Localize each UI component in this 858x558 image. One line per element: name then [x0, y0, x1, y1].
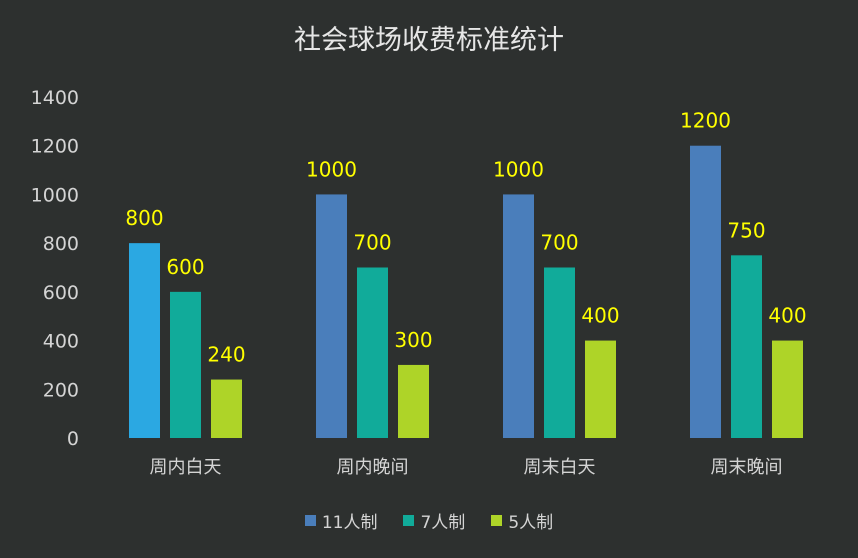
data-label: 700 [353, 231, 391, 255]
data-label: 750 [727, 218, 765, 242]
x-tick-label: 周内白天 [150, 457, 222, 478]
y-tick-label: 1400 [31, 87, 79, 109]
legend: 11人制 7人制 5人制 [0, 508, 858, 533]
legend-label-7-player: 7人制 [420, 513, 466, 533]
legend-swatch-11-player [304, 515, 316, 526]
data-label: 240 [207, 343, 245, 367]
y-tick-label: 0 [67, 428, 79, 450]
legend-label-11-player: 11人制 [321, 513, 378, 533]
bar [690, 145, 721, 438]
data-label: 1200 [680, 109, 731, 133]
y-tick-label: 800 [43, 233, 79, 255]
bar [772, 340, 803, 438]
data-label: 700 [540, 231, 578, 255]
data-label: 600 [166, 255, 204, 279]
x-tick-label: 周末白天 [524, 457, 596, 478]
bar [129, 243, 160, 438]
bar [585, 340, 616, 438]
chart-title: 社会球场收费标准统计 [294, 25, 564, 56]
legend-swatch-5-player [491, 515, 503, 526]
bar [503, 194, 534, 438]
data-label: 1000 [306, 157, 357, 181]
bar [544, 267, 575, 438]
data-label: 800 [125, 206, 163, 230]
data-label: 300 [394, 328, 432, 352]
bar [398, 364, 429, 438]
y-tick-label: 600 [43, 282, 79, 304]
data-label: 400 [581, 304, 619, 328]
legend-item-7-player: 7人制 [403, 508, 465, 533]
data-label: 1000 [493, 157, 544, 181]
bar [357, 267, 388, 438]
y-tick-label: 200 [43, 379, 79, 401]
y-tick-label: 400 [43, 331, 79, 353]
legend-item-5-player: 5人制 [491, 508, 553, 533]
data-label: 400 [768, 304, 806, 328]
bar-chart-plot: 0 200 400 600 800 1000 1200 1400 800 600 240 周内白天 10… [31, 87, 807, 478]
legend-item-11-player: 11人制 [304, 508, 378, 533]
x-tick-label: 周内晚间 [337, 457, 409, 478]
bar [211, 379, 242, 438]
bar [731, 255, 762, 438]
bar [170, 291, 201, 438]
legend-swatch-7-player [403, 515, 415, 526]
y-tick-label: 1200 [31, 136, 79, 158]
y-tick-label: 1000 [31, 184, 79, 206]
bar [316, 194, 347, 438]
legend-label-5-player: 5人制 [508, 513, 554, 533]
x-tick-label: 周末晚间 [711, 457, 783, 478]
